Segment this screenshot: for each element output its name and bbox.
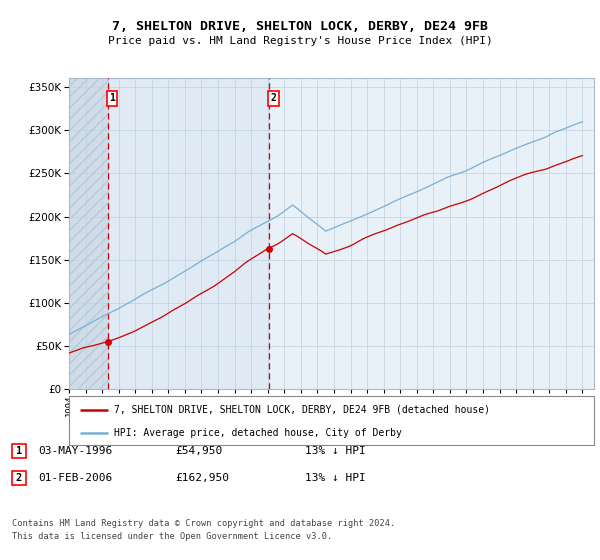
- Text: £162,950: £162,950: [175, 473, 229, 483]
- Text: HPI: Average price, detached house, City of Derby: HPI: Average price, detached house, City…: [113, 428, 401, 438]
- Text: Price paid vs. HM Land Registry's House Price Index (HPI): Price paid vs. HM Land Registry's House …: [107, 36, 493, 46]
- FancyBboxPatch shape: [12, 444, 26, 458]
- Text: 13% ↓ HPI: 13% ↓ HPI: [305, 473, 366, 483]
- Text: 7, SHELTON DRIVE, SHELTON LOCK, DERBY, DE24 9FB (detached house): 7, SHELTON DRIVE, SHELTON LOCK, DERBY, D…: [113, 405, 490, 415]
- Bar: [108, 78, 269, 389]
- Text: Contains HM Land Registry data © Crown copyright and database right 2024.
This d: Contains HM Land Registry data © Crown c…: [12, 519, 395, 541]
- Text: 2: 2: [270, 94, 276, 103]
- FancyBboxPatch shape: [12, 471, 26, 485]
- Text: 1: 1: [16, 446, 22, 456]
- Text: 13% ↓ HPI: 13% ↓ HPI: [305, 446, 366, 456]
- Text: 03-MAY-1996: 03-MAY-1996: [38, 446, 112, 456]
- Text: 7, SHELTON DRIVE, SHELTON LOCK, DERBY, DE24 9FB: 7, SHELTON DRIVE, SHELTON LOCK, DERBY, D…: [112, 20, 488, 32]
- Text: 1: 1: [109, 94, 115, 103]
- Text: 2: 2: [16, 473, 22, 483]
- Text: 01-FEB-2006: 01-FEB-2006: [38, 473, 112, 483]
- Text: £54,950: £54,950: [175, 446, 222, 456]
